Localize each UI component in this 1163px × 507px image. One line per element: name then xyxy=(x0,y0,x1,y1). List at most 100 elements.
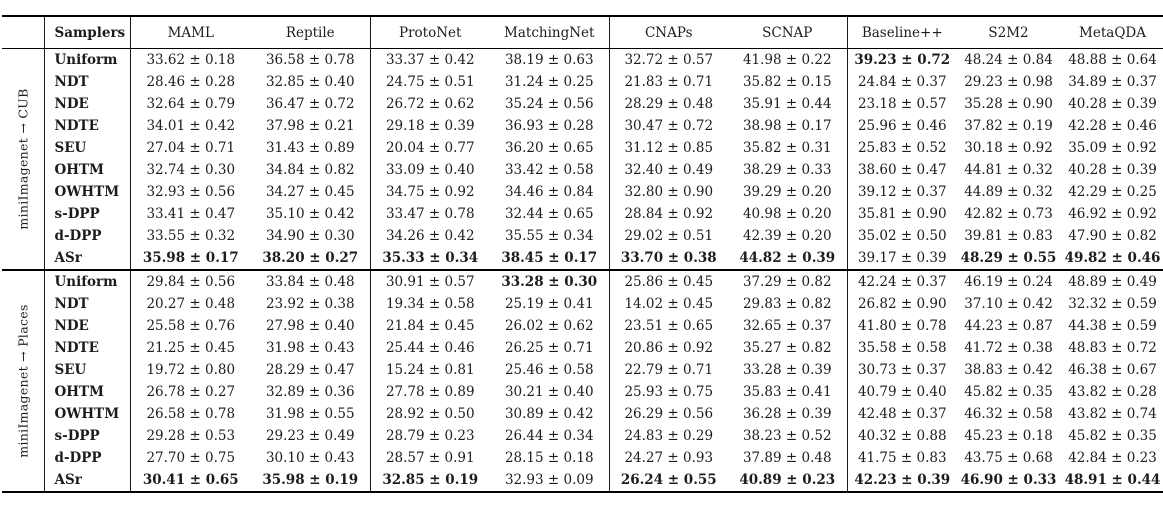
result-cell: 35.27 ± 0.82 xyxy=(742,340,832,356)
table-row: NDTE 21.25 ± 0.45 31.98 ± 0.43 25.44 ± 0.46… xyxy=(2,337,1163,359)
result-cell: 41.80 ± 0.78 xyxy=(846,315,957,337)
result-cell: 27.98 ± 0.40 xyxy=(265,318,355,334)
results-table: Samplers MAML Reptile ProtoNet MatchingN… xyxy=(2,15,1163,493)
result-cell: 49.82 ± 0.46 xyxy=(1064,250,1161,266)
table-row: d-DPP 27.70 ± 0.75 30.10 ± 0.43 28.57 ± 0.9… xyxy=(2,447,1163,469)
result-cell: 34.01 ± 0.42 xyxy=(129,115,251,137)
table-row: NDE 25.58 ± 0.76 27.98 ± 0.40 21.84 ± 0.45 2… xyxy=(2,315,1163,337)
result-cell: 35.24 ± 0.56 xyxy=(504,96,594,112)
result-cell: 25.83 ± 0.52 xyxy=(846,137,957,159)
result-cell: 30.47 ± 0.72 xyxy=(608,115,728,137)
table-row: NDT 20.27 ± 0.48 23.92 ± 0.38 19.34 ± 0.58 2… xyxy=(2,293,1163,315)
result-cell: 41.98 ± 0.22 xyxy=(742,52,832,68)
result-cell: 28.92 ± 0.50 xyxy=(369,403,490,425)
result-cell: 37.98 ± 0.21 xyxy=(265,118,355,134)
result-cell: 35.02 ± 0.50 xyxy=(846,225,957,247)
result-cell: 35.55 ± 0.34 xyxy=(504,228,594,244)
sampler-name: SEU xyxy=(43,359,130,381)
table-row: SEU 27.04 ± 0.71 31.43 ± 0.89 20.04 ± 0.77 3… xyxy=(2,137,1163,159)
result-cell: 20.27 ± 0.48 xyxy=(129,293,251,315)
table-row: s-DPP 33.41 ± 0.47 35.10 ± 0.42 33.47 ± 0.7… xyxy=(2,203,1163,225)
result-cell: 37.10 ± 0.42 xyxy=(964,296,1053,312)
table-row: OWHTM 32.93 ± 0.56 34.27 ± 0.45 34.75 ± 0.9… xyxy=(2,181,1163,203)
result-cell: 35.81 ± 0.90 xyxy=(846,203,957,225)
result-cell: 38.23 ± 0.52 xyxy=(742,428,832,444)
result-cell: 34.89 ± 0.37 xyxy=(1068,74,1157,90)
result-cell: 29.83 ± 0.82 xyxy=(742,296,832,312)
group-label-text: miniImagenet → CUB xyxy=(15,88,31,230)
result-cell: 14.02 ± 0.45 xyxy=(608,293,728,315)
result-cell: 25.46 ± 0.58 xyxy=(504,362,594,378)
result-cell: 40.89 ± 0.23 xyxy=(739,472,836,488)
sampler-name: d-DPP xyxy=(43,225,130,247)
result-cell: 48.88 ± 0.64 xyxy=(1068,52,1157,68)
result-cell: 38.83 ± 0.42 xyxy=(964,362,1053,378)
result-cell: 38.98 ± 0.17 xyxy=(742,118,832,134)
result-cell: 32.85 ± 0.40 xyxy=(265,74,355,90)
result-cell: 31.98 ± 0.43 xyxy=(265,340,355,356)
result-cell: 36.28 ± 0.39 xyxy=(742,406,832,422)
result-cell: 37.29 ± 0.82 xyxy=(742,274,832,290)
result-cell: 38.60 ± 0.47 xyxy=(846,159,957,181)
result-cell: 40.28 ± 0.39 xyxy=(1068,162,1157,178)
result-cell: 46.90 ± 0.33 xyxy=(960,472,1057,488)
result-cell: 32.93 ± 0.56 xyxy=(129,181,251,203)
result-cell: 33.09 ± 0.40 xyxy=(369,159,490,181)
table-header: Samplers MAML Reptile ProtoNet MatchingN… xyxy=(2,16,1163,49)
sampler-name: s-DPP xyxy=(43,203,130,225)
result-cell: 36.58 ± 0.78 xyxy=(265,52,355,68)
result-cell: 26.72 ± 0.62 xyxy=(369,93,490,115)
result-cell: 31.98 ± 0.55 xyxy=(265,406,355,422)
result-cell: 29.02 ± 0.51 xyxy=(608,225,728,247)
result-cell: 35.98 ± 0.19 xyxy=(262,472,359,488)
header-row: Samplers MAML Reptile ProtoNet MatchingN… xyxy=(2,16,1163,49)
result-cell: 41.75 ± 0.83 xyxy=(846,447,957,469)
result-cell: 33.37 ± 0.42 xyxy=(369,48,490,71)
result-cell: 39.81 ± 0.83 xyxy=(964,228,1053,244)
result-cell: 35.98 ± 0.17 xyxy=(129,247,251,270)
result-cell: 27.78 ± 0.89 xyxy=(369,381,490,403)
result-cell: 26.24 ± 0.55 xyxy=(608,469,728,492)
result-cell: 28.57 ± 0.91 xyxy=(369,447,490,469)
result-cell: 42.29 ± 0.25 xyxy=(1068,184,1157,200)
result-cell: 32.89 ± 0.36 xyxy=(265,384,355,400)
sampler-name: ASr xyxy=(43,469,130,492)
result-cell: 26.44 ± 0.34 xyxy=(504,428,594,444)
result-cell: 32.44 ± 0.65 xyxy=(504,206,594,222)
result-cell: 39.17 ± 0.39 xyxy=(846,247,957,270)
result-cell: 30.10 ± 0.43 xyxy=(265,450,355,466)
sampler-name: NDT xyxy=(43,293,130,315)
result-cell: 45.82 ± 0.35 xyxy=(964,384,1053,400)
result-cell: 40.28 ± 0.39 xyxy=(1068,96,1157,112)
column-header-maml: MAML xyxy=(129,16,251,49)
table-row: OWHTM 26.58 ± 0.78 31.98 ± 0.55 28.92 ± 0.5… xyxy=(2,403,1163,425)
table-row: s-DPP 29.28 ± 0.53 29.23 ± 0.49 28.79 ± 0.2… xyxy=(2,425,1163,447)
result-cell: 42.28 ± 0.46 xyxy=(1068,118,1157,134)
result-cell: 44.82 ± 0.39 xyxy=(739,250,836,266)
result-cell: 40.32 ± 0.88 xyxy=(846,425,957,447)
result-cell: 38.19 ± 0.63 xyxy=(504,52,594,68)
table-row: NDT 28.46 ± 0.28 32.85 ± 0.40 24.75 ± 0.51 3… xyxy=(2,71,1163,93)
result-cell: 15.24 ± 0.81 xyxy=(369,359,490,381)
sampler-name: OHTM xyxy=(43,159,130,181)
sampler-name: Uniform xyxy=(43,270,130,293)
result-cell: 44.23 ± 0.87 xyxy=(964,318,1053,334)
result-cell: 30.21 ± 0.40 xyxy=(504,384,594,400)
result-cell: 26.25 ± 0.71 xyxy=(504,340,594,356)
result-cell: 35.28 ± 0.90 xyxy=(964,96,1053,112)
result-cell: 43.82 ± 0.28 xyxy=(1068,384,1157,400)
sampler-name: NDTE xyxy=(43,337,130,359)
result-cell: 37.82 ± 0.19 xyxy=(964,118,1053,134)
result-cell: 48.24 ± 0.84 xyxy=(964,52,1053,68)
result-cell: 19.72 ± 0.80 xyxy=(129,359,251,381)
result-cell: 41.72 ± 0.38 xyxy=(964,340,1053,356)
result-cell: 32.72 ± 0.57 xyxy=(608,48,728,71)
result-cell: 32.80 ± 0.90 xyxy=(608,181,728,203)
column-header-protonet: ProtoNet xyxy=(369,16,490,49)
column-header-reptile: Reptile xyxy=(285,25,335,41)
table-group: miniImagenet → CUB Uniform 33.62 ± 0.18 36.… xyxy=(2,48,1163,270)
result-cell: 46.38 ± 0.67 xyxy=(1068,362,1157,378)
sampler-name: OHTM xyxy=(43,381,130,403)
result-cell: 35.82 ± 0.31 xyxy=(742,140,832,156)
result-cell: 34.27 ± 0.45 xyxy=(265,184,355,200)
